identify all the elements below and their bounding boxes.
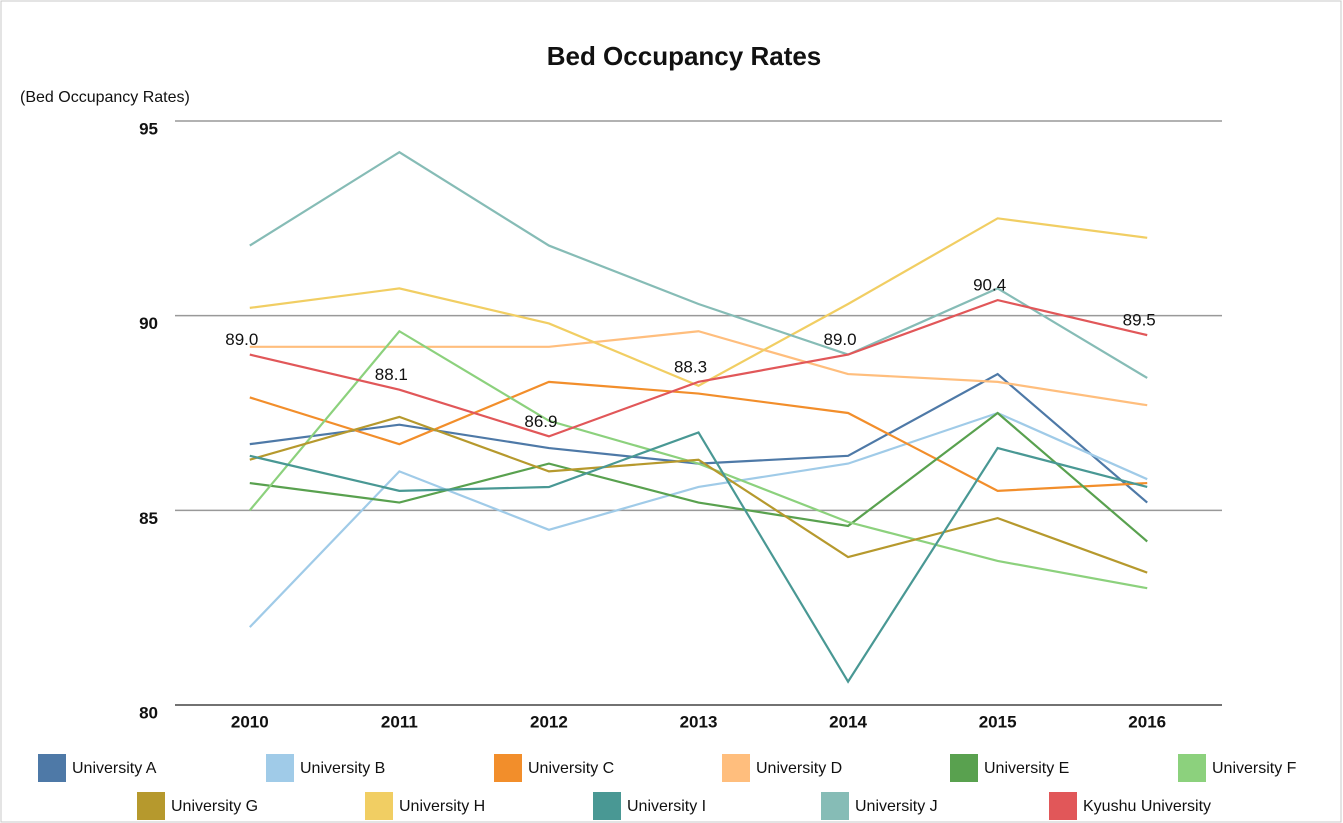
legend-label: University E <box>984 760 1069 777</box>
series-line <box>249 330 1148 407</box>
legend-label: Kyushu University <box>1083 798 1211 815</box>
legend-swatch <box>494 754 522 782</box>
series-line <box>249 298 1148 438</box>
series-line <box>249 431 1148 684</box>
y-axis-label: (Bed Occupancy Rates) <box>20 89 190 106</box>
legend-label: University F <box>1212 760 1297 777</box>
legend-label: University B <box>300 760 385 777</box>
x-tick-label: 2016 <box>1128 712 1166 731</box>
legend-label: University I <box>627 798 706 815</box>
data-label: 86.9 <box>524 412 557 431</box>
series-line <box>249 150 1148 379</box>
y-tick-label: 90 <box>139 314 158 333</box>
data-label: 88.3 <box>674 357 707 376</box>
y-tick-label: 95 <box>139 119 158 138</box>
legend-swatch <box>137 792 165 820</box>
x-tick-label: 2012 <box>530 712 568 731</box>
data-label: 88.1 <box>375 365 408 384</box>
legend-swatch <box>1178 754 1206 782</box>
legend-label: University C <box>528 760 614 777</box>
x-tick-label: 2013 <box>680 712 718 731</box>
legend-swatch <box>365 792 393 820</box>
chart-title: Bed Occupancy Rates <box>547 41 822 71</box>
legend-swatch <box>950 754 978 782</box>
legend-label: University J <box>855 798 938 815</box>
legend-label: University G <box>171 798 258 815</box>
legend-swatch <box>1049 792 1077 820</box>
data-label: 89.0 <box>225 330 258 349</box>
legend-label: University H <box>399 798 485 815</box>
legend-swatch <box>722 754 750 782</box>
data-label: 89.0 <box>824 330 857 349</box>
x-tick-label: 2011 <box>381 712 418 731</box>
series-line <box>249 415 1148 574</box>
legend-swatch <box>266 754 294 782</box>
series-line <box>249 411 1148 543</box>
data-label: 90.4 <box>973 276 1006 295</box>
legend-swatch <box>821 792 849 820</box>
data-label: 89.5 <box>1123 311 1156 330</box>
x-tick-label: 2014 <box>829 712 867 731</box>
x-tick-label: 2015 <box>979 712 1017 731</box>
legend-swatch <box>593 792 621 820</box>
legend-label: University A <box>72 760 157 777</box>
legend-label: University D <box>756 760 842 777</box>
legend-swatch <box>38 754 66 782</box>
series-line <box>249 380 1148 492</box>
y-tick-label: 85 <box>139 509 158 528</box>
series-line <box>249 217 1148 387</box>
series-line <box>248 329 1148 590</box>
y-tick-label: 80 <box>139 703 158 722</box>
x-tick-label: 2010 <box>231 712 269 731</box>
